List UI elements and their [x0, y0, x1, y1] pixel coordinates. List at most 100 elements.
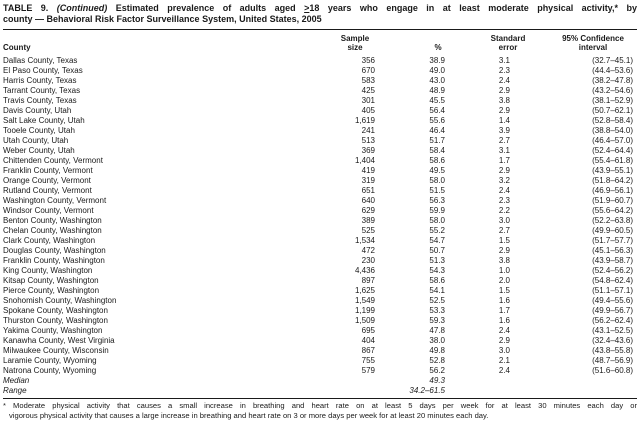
- empty-cell: [449, 386, 515, 396]
- sample-size-cell: 1,404: [354, 156, 375, 165]
- county-cell: Tarrant County, Texas: [3, 86, 81, 95]
- standard-error-cell: 2.2: [498, 206, 510, 215]
- standard-error-cell: 3.8: [498, 256, 510, 265]
- confidence-interval-cell: (51.6–60.8): [592, 366, 633, 375]
- table-row: Tarrant County, Texas 425 48.9 2.9 (43.2…: [3, 86, 637, 96]
- sample-size-cell: 369: [361, 146, 375, 155]
- percent-cell: 51.3: [429, 256, 445, 265]
- percent-cell: 56.3: [429, 196, 445, 205]
- sample-size-cell: 419: [361, 166, 375, 175]
- sample-size-cell: 525: [361, 226, 375, 235]
- table-row: Thurston County, Washington 1,509 59.3 1…: [3, 316, 637, 326]
- percent-cell: 53.3: [429, 306, 445, 315]
- table-row: Davis County, Utah 405 56.4 2.9 (50.7–62…: [3, 106, 637, 116]
- percent-cell: 58.6: [429, 276, 445, 285]
- county-cell: Windsor County, Vermont: [3, 206, 94, 215]
- confidence-interval-cell: (52.8–58.4): [592, 116, 633, 125]
- county-cell: Salt Lake County, Utah: [3, 116, 85, 125]
- confidence-interval-cell: (43.2–54.6): [592, 86, 633, 95]
- table-row: Kitsap County, Washington 897 58.6 2.0 (…: [3, 276, 637, 286]
- sample-size-cell: 583: [361, 76, 375, 85]
- percent-cell: 54.7: [429, 236, 445, 245]
- title-text-rest: 18 years who engage in at least moderate…: [309, 3, 637, 13]
- county-cell: Orange County, Vermont: [3, 176, 91, 185]
- sample-size-cell: 1,549: [354, 296, 375, 305]
- greater-equal-symbol: >: [304, 3, 310, 13]
- title-text: Estimated prevalence of adults aged: [107, 3, 305, 13]
- column-header-percent: %: [379, 30, 449, 56]
- county-cell: Dallas County, Texas: [3, 56, 78, 65]
- range-label: Range: [3, 386, 27, 395]
- percent-cell: 58.0: [429, 216, 445, 225]
- standard-error-cell: 2.3: [498, 66, 510, 75]
- county-cell: King County, Washington: [3, 266, 93, 275]
- sample-size-cell: 404: [361, 336, 375, 345]
- table-row: King County, Washington 4,436 54.3 1.0 (…: [3, 266, 637, 276]
- standard-error-cell: 2.7: [498, 226, 510, 235]
- sample-size-cell: 319: [361, 176, 375, 185]
- county-cell: Snohomish County, Washington: [3, 296, 117, 305]
- table-row: Salt Lake County, Utah 1,619 55.6 1.4 (5…: [3, 116, 637, 126]
- confidence-interval-cell: (51.1–57.1): [592, 286, 633, 295]
- percent-cell: 54.3: [429, 266, 445, 275]
- confidence-interval-cell: (52.4–64.4): [592, 146, 633, 155]
- standard-error-cell: 2.4: [498, 76, 510, 85]
- confidence-interval-cell: (55.4–61.8): [592, 156, 633, 165]
- percent-cell: 58.6: [429, 156, 445, 165]
- confidence-interval-cell: (48.7–56.9): [592, 356, 633, 365]
- standard-error-cell: 2.1: [498, 356, 510, 365]
- confidence-interval-cell: (43.8–55.8): [592, 346, 633, 355]
- column-header-county: County: [3, 30, 303, 56]
- table-row: Windsor County, Vermont 629 59.9 2.2 (55…: [3, 206, 637, 216]
- table-row: Spokane County, Washington 1,199 53.3 1.…: [3, 306, 637, 316]
- percent-cell: 38.0: [429, 336, 445, 345]
- percent-cell: 46.4: [429, 126, 445, 135]
- percent-cell: 51.7: [429, 136, 445, 145]
- standard-error-cell: 1.7: [498, 306, 510, 315]
- confidence-interval-cell: (52.2–63.8): [592, 216, 633, 225]
- table-row: Weber County, Utah 369 58.4 3.1 (52.4–64…: [3, 146, 637, 156]
- percent-cell: 58.4: [429, 146, 445, 155]
- confidence-interval-cell: (51.8–64.2): [592, 176, 633, 185]
- table-row: Washington County, Vermont 640 56.3 2.3 …: [3, 196, 637, 206]
- table-title-line-1: TABLE 9. (Continued) Estimated prevalenc…: [3, 3, 637, 14]
- percent-cell: 45.5: [429, 96, 445, 105]
- title-label: TABLE 9.: [3, 3, 57, 13]
- percent-cell: 55.6: [429, 116, 445, 125]
- standard-error-cell: 3.1: [498, 56, 510, 65]
- standard-error-cell: 2.0: [498, 276, 510, 285]
- table-row: Tooele County, Utah 241 46.4 3.9 (38.8–5…: [3, 126, 637, 136]
- table-row: Orange County, Vermont 319 58.0 3.2 (51.…: [3, 176, 637, 186]
- sample-size-cell: 4,436: [354, 266, 375, 275]
- sample-size-cell: 755: [361, 356, 375, 365]
- confidence-interval-cell: (43.9–58.7): [592, 256, 633, 265]
- sample-size-cell: 472: [361, 246, 375, 255]
- percent-cell: 59.3: [429, 316, 445, 325]
- empty-cell: [515, 386, 637, 396]
- table-row: Laramie County, Wyoming 755 52.8 2.1 (48…: [3, 356, 637, 366]
- percent-cell: 49.0: [429, 66, 445, 75]
- confidence-interval-cell: (32.7–45.1): [592, 56, 633, 65]
- sample-size-cell: 1,509: [354, 316, 375, 325]
- percent-cell: 38.9: [429, 56, 445, 65]
- sample-size-cell: 241: [361, 126, 375, 135]
- standard-error-cell: 3.9: [498, 126, 510, 135]
- table-row: Harris County, Texas 583 43.0 2.4 (38.2–…: [3, 76, 637, 86]
- percent-cell: 56.2: [429, 366, 445, 375]
- county-cell: Chelan County, Washington: [3, 226, 102, 235]
- standard-error-cell: 1.0: [498, 266, 510, 275]
- document-page: TABLE 9. (Continued) Estimated prevalenc…: [3, 3, 637, 420]
- confidence-interval-cell: (43.1–52.5): [592, 326, 633, 335]
- empty-cell: [449, 376, 515, 386]
- range-value: 34.2–61.5: [409, 386, 445, 395]
- percent-cell: 58.0: [429, 176, 445, 185]
- table-row: Pierce County, Washington 1,625 54.1 1.5…: [3, 286, 637, 296]
- standard-error-cell: 3.8: [498, 96, 510, 105]
- median-label: Median: [3, 376, 30, 385]
- footnote-line-2: vigorous physical activity that causes a…: [9, 410, 489, 420]
- confidence-interval-cell: (49.9–60.5): [592, 226, 633, 235]
- confidence-interval-cell: (51.9–60.7): [592, 196, 633, 205]
- table-title: TABLE 9. (Continued) Estimated prevalenc…: [3, 3, 637, 25]
- standard-error-cell: 1.6: [498, 316, 510, 325]
- standard-error-cell: 2.4: [498, 186, 510, 195]
